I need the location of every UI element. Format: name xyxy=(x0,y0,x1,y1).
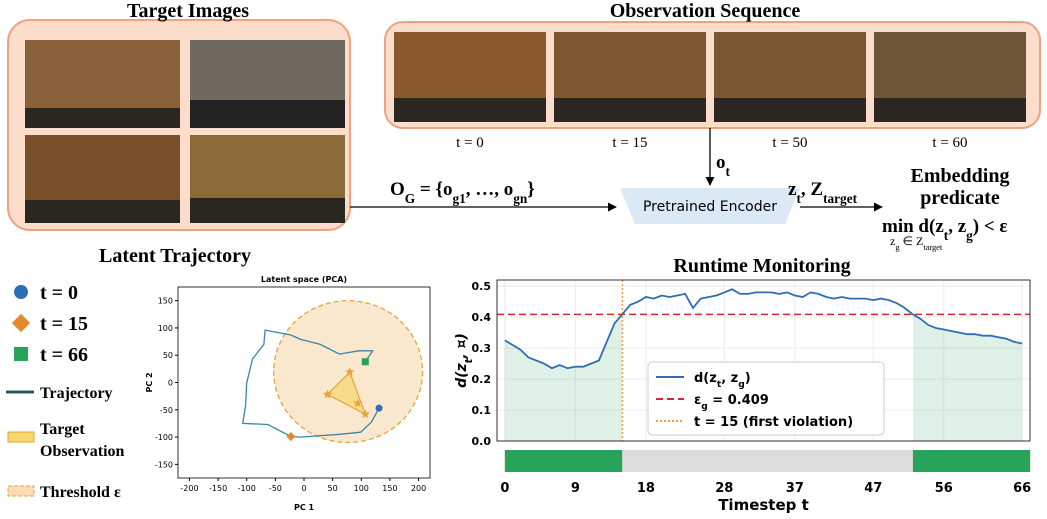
text-part: , z xyxy=(948,216,967,237)
target-title: Target Images xyxy=(127,0,249,22)
frame-label: t = 15 xyxy=(612,135,647,151)
legend-label: Threshold ε xyxy=(40,484,121,501)
latent-chart: Latent space (PCA) -200 -150 -100 -50 0 50 100 1… xyxy=(145,275,430,512)
legend-label: t = 66 xyxy=(40,344,88,366)
legend-marker xyxy=(14,285,28,299)
embedding-output: zt, Ztarget xyxy=(788,179,858,206)
y-tick-label: 0.0 xyxy=(472,435,492,448)
x-tick-label: -200 xyxy=(180,484,198,493)
y-tick-label: -150 xyxy=(155,460,173,469)
legend-label: t = 0 xyxy=(40,282,78,304)
text-part: d(z xyxy=(694,371,717,386)
y-tick-label: 0.2 xyxy=(472,373,492,386)
status-safe xyxy=(913,450,1030,472)
text-part: gn xyxy=(513,191,528,206)
x-tick-label: 150 xyxy=(382,484,397,493)
latent-title: Latent Trajectory xyxy=(99,245,251,267)
encoder-label: Pretrained Encoder xyxy=(643,199,777,215)
goal-set: OG = {og1, …, ogn} xyxy=(390,179,535,206)
x-tick-label: 28 xyxy=(715,481,733,496)
x-tick-label: 66 xyxy=(1013,481,1031,496)
text-part: } xyxy=(527,179,535,200)
text-part: = 0.409 xyxy=(708,393,769,408)
y-axis-label: PC 2 xyxy=(145,372,154,392)
y-tick-label: 150 xyxy=(158,297,173,306)
text-part: target xyxy=(923,243,943,252)
predicate-title: Embedding xyxy=(911,165,1010,187)
frame-label: t = 50 xyxy=(772,135,807,151)
text-part: , Z xyxy=(801,179,823,200)
legend-marker xyxy=(12,314,30,332)
text-part: ) xyxy=(745,371,751,386)
runtime-title: Runtime Monitoring xyxy=(673,255,850,277)
figure: Target Images Observation Sequence t = 0… xyxy=(0,0,1047,519)
text-part: ∈ Z xyxy=(900,234,924,248)
text-part: G xyxy=(405,191,415,206)
x-tick-label: 50 xyxy=(328,484,338,493)
y-tick-label: -50 xyxy=(160,406,173,415)
y-tick-label: -100 xyxy=(155,433,173,442)
text-part: ) < ε xyxy=(973,216,1008,237)
chart-title: Latent space (PCA) xyxy=(261,275,347,284)
time-marker xyxy=(376,405,383,412)
legend-label: t = 15 xyxy=(40,313,88,335)
latent-legend: t = 0 t = 15 t = 66 Trajectory Target Observa… xyxy=(6,282,125,501)
x-tick-label: 56 xyxy=(935,481,953,496)
legend-swatch xyxy=(8,486,34,496)
x-tick-label: -150 xyxy=(209,484,227,493)
text-part: , ¤) xyxy=(454,333,470,360)
x-tick-label: 100 xyxy=(354,484,369,493)
x-tick-label: 37 xyxy=(786,481,804,496)
frame-label: t = 0 xyxy=(456,135,484,151)
x-tick-label: -100 xyxy=(238,484,256,493)
text-part: = {o xyxy=(415,179,452,200)
legend-swatch xyxy=(8,432,34,442)
status-safe xyxy=(505,450,622,472)
runtime-chart: 0.0 0.1 0.2 0.3 0.4 0.5 0 9 18 28 37 47 56 66 Timestep… xyxy=(454,280,1031,514)
y-tick-label: 0.1 xyxy=(472,404,492,417)
x-axis-label: PC 1 xyxy=(294,503,315,512)
x-tick-label: 0 xyxy=(500,481,509,496)
frame-label: t = 60 xyxy=(932,135,967,151)
y-tick-label: 0.5 xyxy=(472,280,492,293)
x-tick-label: 47 xyxy=(864,481,882,496)
text-part: ε xyxy=(694,393,701,408)
text-part: O xyxy=(390,179,405,200)
time-marker xyxy=(362,358,369,365)
x-axis-label: Timestep t xyxy=(718,496,809,514)
text-part: , z xyxy=(721,371,738,386)
observation-title: Observation Sequence xyxy=(610,0,801,22)
y-tick-label: 100 xyxy=(158,324,173,333)
text-part: o xyxy=(716,152,726,173)
safe-area xyxy=(505,314,622,441)
obs-symbol: ot xyxy=(716,152,731,179)
legend-label: Observation xyxy=(40,443,125,460)
legend-label: t = 15 (first violation) xyxy=(694,415,853,430)
text-part: , …, o xyxy=(466,179,514,200)
y-tick-label: 50 xyxy=(163,351,173,360)
x-tick-label: 9 xyxy=(571,481,580,496)
x-tick-label: 200 xyxy=(411,484,426,493)
text-part: t xyxy=(726,164,731,179)
y-tick-label: 0.4 xyxy=(472,311,492,324)
text-part: d(z xyxy=(454,362,470,387)
legend-label: Target xyxy=(40,421,85,438)
x-tick-label: 0 xyxy=(301,484,306,493)
legend-label: Trajectory xyxy=(40,385,113,402)
y-tick-label: 0.3 xyxy=(472,342,492,355)
x-tick-label: -50 xyxy=(269,484,282,493)
legend-marker xyxy=(14,347,28,361)
y-tick-label: 0 xyxy=(168,379,173,388)
predicate-title: predicate xyxy=(920,187,1000,209)
text-part: target xyxy=(823,191,858,206)
text-part: g1 xyxy=(452,191,465,206)
x-tick-label: 18 xyxy=(637,481,655,496)
time-marker xyxy=(286,432,295,441)
